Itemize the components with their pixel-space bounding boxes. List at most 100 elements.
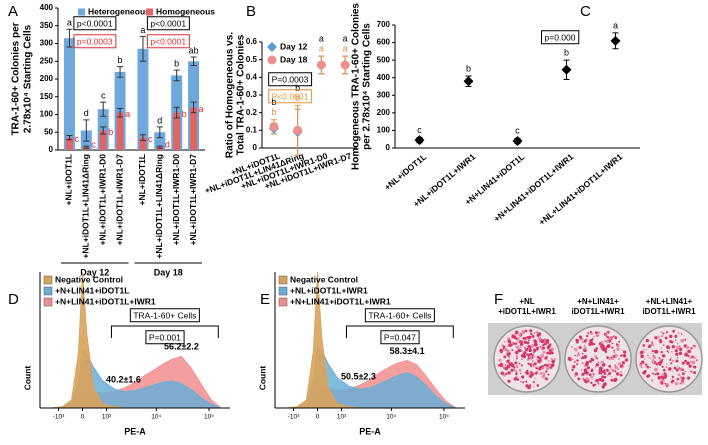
bar: [139, 137, 147, 150]
colony: [660, 350, 663, 354]
x-tick-label: 10⁵: [204, 414, 214, 421]
significance-letter: c: [417, 125, 422, 135]
colony: [553, 358, 556, 360]
colony: [591, 368, 594, 371]
colony: [590, 332, 593, 335]
colony: [514, 342, 517, 346]
p-value: P<0.0001: [272, 91, 309, 101]
colony: [617, 362, 621, 366]
colony: [600, 378, 605, 383]
colony: [606, 344, 610, 349]
colony: [657, 376, 662, 380]
colony: [684, 338, 687, 341]
colony: [651, 349, 654, 352]
colony: [693, 371, 696, 375]
marker: [512, 135, 523, 146]
y-tick-label: 0.3: [246, 90, 258, 99]
colony: [663, 368, 666, 372]
y-tick-label: 350: [40, 21, 54, 30]
bar: [137, 48, 149, 151]
colony: [545, 366, 550, 371]
significance-letter: b: [295, 93, 300, 103]
colony: [514, 333, 517, 336]
colony: [527, 345, 531, 349]
colony: [501, 344, 504, 347]
colony: [685, 353, 688, 357]
colony: [550, 357, 553, 361]
colony: [603, 382, 607, 386]
colony: [692, 344, 695, 347]
marker: [316, 60, 326, 70]
colony: [544, 363, 547, 367]
colony: [622, 349, 624, 352]
marker: [414, 135, 425, 146]
error-bar: [66, 134, 73, 141]
significance-letter: d: [84, 108, 89, 118]
colony: [533, 332, 536, 334]
colony: [623, 354, 626, 357]
colony: [588, 373, 592, 377]
colony: [601, 385, 605, 389]
colony: [671, 379, 675, 383]
significance-letter: d: [165, 139, 170, 149]
colony: [533, 380, 535, 383]
colony: [665, 331, 669, 334]
colony: [679, 351, 682, 354]
colony: [535, 366, 537, 368]
colony: [583, 339, 587, 343]
colony: [540, 339, 545, 344]
colony: [526, 341, 530, 345]
colony: [583, 344, 586, 347]
colony: [547, 345, 550, 349]
colony: [665, 385, 668, 388]
colony: [681, 376, 685, 380]
colony: [524, 347, 526, 349]
p-value-box: [380, 330, 420, 345]
colony: [507, 355, 511, 359]
colony: [528, 335, 532, 339]
colony: [666, 350, 669, 353]
p-value: P=0.001: [149, 332, 181, 342]
colony: [662, 344, 665, 346]
colony: [578, 335, 583, 339]
colony: [527, 385, 531, 390]
colony: [616, 372, 620, 376]
colony: [660, 381, 664, 385]
colony: [598, 372, 601, 375]
colony: [536, 333, 540, 337]
colony: [508, 352, 511, 356]
legend-marker: [267, 55, 277, 65]
colony: [518, 362, 521, 365]
legend-label: +NL+iDOT1L+IWR1: [290, 285, 368, 295]
colony: [602, 348, 607, 352]
colony: [534, 377, 536, 380]
colony: [686, 361, 690, 366]
colony: [608, 364, 612, 368]
colony: [656, 372, 660, 376]
colony: [546, 351, 549, 355]
colony: [623, 355, 625, 358]
colony: [680, 333, 683, 335]
colony: [530, 332, 533, 336]
colony: [603, 372, 607, 375]
colony: [673, 366, 677, 370]
error-bar: [100, 101, 107, 117]
colony: [672, 329, 675, 333]
dish-label: iDOT1L+IWR1: [642, 307, 696, 316]
group-label: Day 12: [80, 267, 109, 277]
colony: [532, 364, 534, 366]
legend-swatch: [146, 8, 153, 16]
significance-letter: a: [613, 20, 618, 30]
error-bar: [139, 35, 146, 62]
colony: [689, 360, 693, 363]
colony: [590, 381, 593, 384]
colony: [518, 368, 522, 372]
colony: [548, 363, 552, 367]
y-tick-label: 0.4: [246, 72, 258, 81]
colony: [533, 348, 537, 352]
colony: [672, 359, 675, 363]
legend-swatch: [43, 286, 53, 296]
colony: [508, 359, 510, 361]
colony: [664, 336, 668, 340]
y-tick-label: 100: [40, 110, 54, 119]
